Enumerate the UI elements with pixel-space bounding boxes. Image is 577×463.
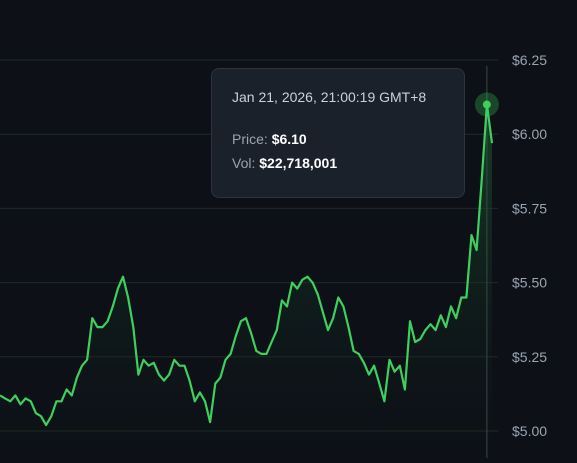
y-axis-ticks: $6.25 $6.00 $5.75 $5.50 $5.25 $5.00 bbox=[512, 52, 547, 439]
price-area bbox=[0, 104, 492, 458]
tooltip-vol-value: $22,718,001 bbox=[259, 155, 338, 171]
tooltip-vol-label: Vol: bbox=[232, 155, 256, 171]
price-line bbox=[0, 103, 494, 427]
tooltip-price-value: $6.10 bbox=[271, 131, 307, 147]
y-tick-label: $5.50 bbox=[512, 275, 547, 291]
price-tooltip: Jan 21, 2026, 21:00:19 GMT+8 Price: $6.1… bbox=[211, 68, 465, 198]
y-tick-label: $5.00 bbox=[512, 423, 547, 439]
tooltip-price-label: Price: bbox=[232, 131, 268, 147]
tooltip-vol-row: Vol: $22,718,001 bbox=[232, 155, 464, 171]
tooltip-price-row: Price: $6.10 bbox=[232, 131, 464, 147]
y-tick-label: $5.75 bbox=[512, 200, 547, 216]
tooltip-date: Jan 21, 2026, 21:00:19 GMT+8 bbox=[232, 89, 427, 105]
y-tick-label: $5.25 bbox=[512, 349, 547, 365]
y-tick-label: $6.00 bbox=[512, 126, 547, 142]
y-tick-label: $6.25 bbox=[512, 52, 547, 68]
hover-point[interactable] bbox=[482, 100, 491, 109]
